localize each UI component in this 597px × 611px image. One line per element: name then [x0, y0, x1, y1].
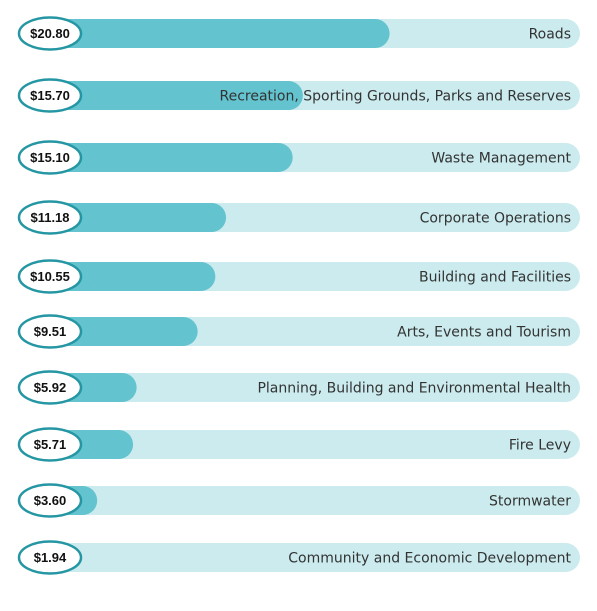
bar: [36, 19, 390, 48]
value-label: $9.51: [34, 324, 67, 339]
value-label: $10.55: [30, 269, 70, 284]
bar-track: [52, 430, 580, 459]
value-label: $15.10: [30, 150, 70, 165]
value-badge: [17, 259, 83, 294]
category-label: Building and Facilities: [419, 270, 571, 286]
value-badge: [17, 314, 83, 349]
value-badge: [17, 78, 83, 113]
value-label: $20.80: [30, 26, 70, 41]
value-label: $3.60: [34, 493, 67, 508]
value-badge: [17, 200, 83, 235]
bar-row: Building and Facilities $10.55: [17, 259, 580, 294]
bar-row: Waste Management $15.10: [17, 140, 580, 175]
bar-row: Planning, Building and Environmental Hea…: [17, 370, 580, 405]
bar: [36, 203, 227, 232]
bar-row: Fire Levy $5.71: [17, 427, 580, 462]
bar-track: [52, 373, 580, 402]
category-label: Arts, Events and Tourism: [397, 325, 571, 341]
category-label: Planning, Building and Environmental Hea…: [257, 381, 571, 397]
category-label: Corporate Operations: [420, 211, 571, 227]
value-label: $5.71: [34, 437, 67, 452]
bar-row: Roads $20.80: [17, 16, 580, 51]
bar-row: Stormwater $3.60: [17, 483, 580, 518]
bar-row: Community and Economic Development $1.94: [17, 540, 580, 575]
category-label: Fire Levy: [509, 438, 571, 454]
bar-row: Corporate Operations $11.18: [17, 200, 580, 235]
value-badge: [17, 370, 83, 405]
bar-track: [52, 486, 580, 515]
value-label: $11.18: [30, 210, 69, 225]
value-label: $5.92: [34, 380, 67, 395]
bar: [36, 262, 216, 291]
bar-row: Arts, Events and Tourism $9.51: [17, 314, 580, 349]
category-label: Waste Management: [431, 151, 571, 167]
bar-track: [52, 543, 580, 572]
bar: [36, 143, 293, 172]
bar: [36, 81, 303, 110]
value-badge: [17, 483, 83, 518]
value-badge: [17, 140, 83, 175]
category-label: Community and Economic Development: [288, 551, 571, 567]
category-label: Stormwater: [489, 494, 571, 510]
bar-row: Recreation, Sporting Grounds, Parks and …: [17, 78, 580, 113]
category-label: Recreation, Sporting Grounds, Parks and …: [220, 89, 572, 105]
value-label: $1.94: [34, 550, 67, 565]
value-badge: [17, 16, 83, 51]
category-label: Roads: [529, 27, 571, 43]
value-badge: [17, 540, 83, 575]
value-label: $15.70: [30, 88, 70, 103]
value-badge: [17, 427, 83, 462]
